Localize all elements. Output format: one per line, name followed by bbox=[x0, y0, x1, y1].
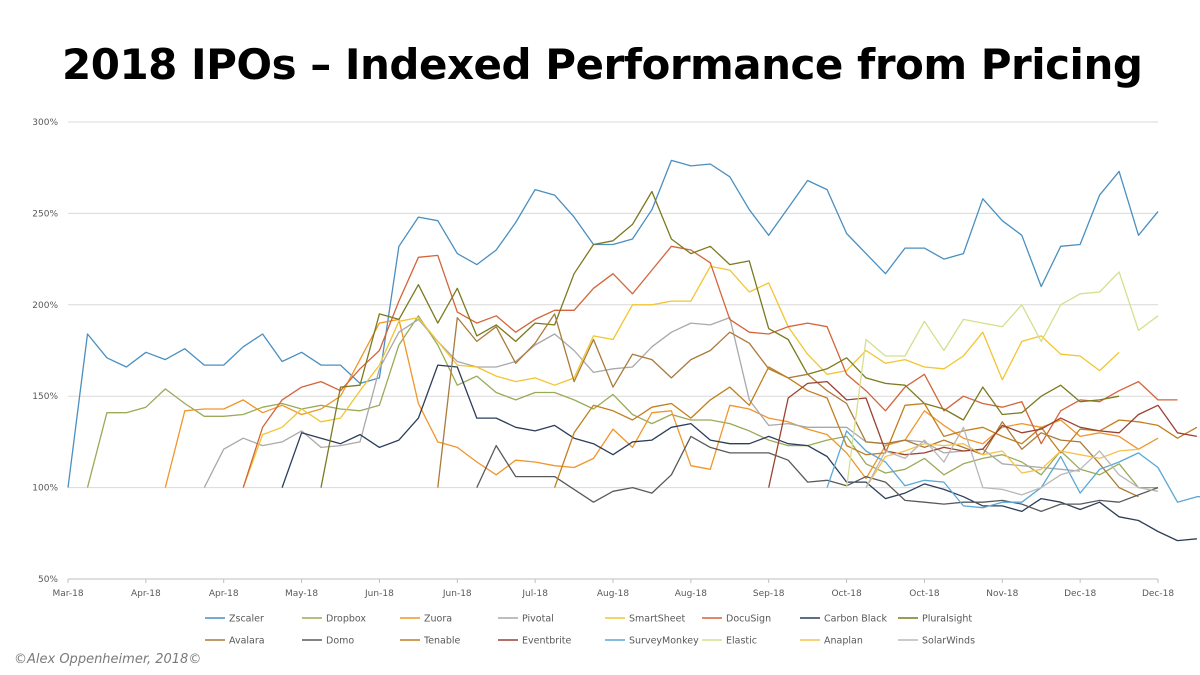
x-tick-label: Nov-18 bbox=[986, 589, 1018, 599]
series-line-pluralsight bbox=[320, 190, 1120, 488]
y-tick-label: 50% bbox=[38, 575, 58, 585]
series-line-elastic bbox=[845, 271, 1159, 488]
x-tick-label: Jul-18 bbox=[521, 589, 548, 599]
series-line-anaplan bbox=[865, 443, 1139, 488]
series-line-carbon-black bbox=[281, 364, 1197, 542]
series-line-tenable bbox=[553, 366, 1198, 488]
series-line-domo bbox=[476, 435, 1159, 513]
y-tick-label: 150% bbox=[32, 392, 58, 402]
x-tick-label: Dec-18 bbox=[1064, 589, 1096, 599]
legend-label: Elastic bbox=[726, 636, 757, 647]
series-line-zscaler bbox=[67, 159, 1159, 488]
x-tick-label: Aug-18 bbox=[597, 589, 630, 599]
x-tick-label: Dec-18 bbox=[1142, 589, 1174, 599]
x-tick-label: Mar-18 bbox=[52, 589, 83, 599]
legend-label: Pluralsight bbox=[922, 614, 972, 625]
legend-label: Anaplan bbox=[824, 636, 863, 647]
x-tick-label: Oct-18 bbox=[831, 589, 862, 599]
x-tick-label: Sep-18 bbox=[753, 589, 785, 599]
copyright-credit: ©Alex Oppenheimer, 2018© bbox=[14, 652, 202, 667]
y-tick-label: 250% bbox=[32, 209, 58, 219]
legend-label: SmartSheet bbox=[629, 614, 685, 625]
x-tick-label: Apr-18 bbox=[209, 589, 239, 599]
legend-label: Domo bbox=[326, 636, 354, 647]
series-line-surveymonkey bbox=[826, 430, 1200, 509]
legend-label: Carbon Black bbox=[824, 614, 887, 625]
legend-label: Tenable bbox=[423, 636, 461, 647]
series-line-zuora bbox=[164, 318, 1159, 488]
legend-label: Pivotal bbox=[522, 614, 554, 625]
x-tick-label: Jun-18 bbox=[364, 589, 394, 599]
series-line-eventbrite bbox=[768, 380, 1198, 488]
y-tick-label: 200% bbox=[32, 301, 58, 311]
legend-label: SurveyMonkey bbox=[629, 636, 699, 647]
legend-label: DocuSign bbox=[726, 614, 771, 625]
legend-label: SolarWinds bbox=[922, 636, 975, 647]
x-tick-label: May-18 bbox=[285, 589, 318, 599]
legend-label: Zscaler bbox=[229, 614, 264, 625]
x-tick-label: Oct-18 bbox=[909, 589, 940, 599]
legend-label: Zuora bbox=[424, 614, 452, 625]
legend-label: Eventbrite bbox=[522, 636, 572, 647]
legend-label: Avalara bbox=[229, 636, 265, 647]
chart-title: 2018 IPOs – Indexed Performance from Pri… bbox=[62, 40, 1143, 89]
x-tick-label: Aug-18 bbox=[675, 589, 708, 599]
legend-label: Dropbox bbox=[326, 614, 366, 625]
x-tick-label: Jun-18 bbox=[442, 589, 472, 599]
series-line-dropbox bbox=[86, 315, 1158, 489]
y-tick-label: 300% bbox=[32, 118, 58, 128]
y-tick-label: 100% bbox=[32, 484, 58, 494]
series-line-solarwinds bbox=[865, 426, 1159, 496]
x-tick-label: Apr-18 bbox=[131, 589, 161, 599]
series-line-docusign bbox=[242, 245, 1178, 488]
series-line-smartsheet bbox=[242, 265, 1120, 488]
